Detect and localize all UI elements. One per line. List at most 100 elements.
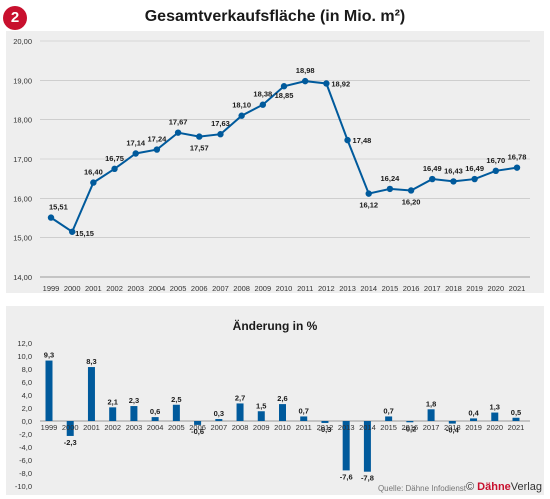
line-y-tick-label: 20,00 bbox=[13, 37, 32, 46]
line-data-label: 18,85 bbox=[275, 91, 294, 100]
line-data-label: 16,12 bbox=[359, 201, 378, 210]
line-data-label: 17,57 bbox=[190, 144, 209, 153]
line-y-tick-label: 18,00 bbox=[13, 116, 32, 125]
line-data-label: 16,78 bbox=[508, 153, 527, 162]
line-chart-panel bbox=[6, 31, 544, 293]
bar-category-label: 2013 bbox=[338, 423, 355, 432]
bar-data-label: 0,6 bbox=[150, 407, 160, 416]
line-data-point bbox=[323, 80, 330, 87]
line-data-label: 18,10 bbox=[232, 101, 251, 110]
bar-category-label: 2003 bbox=[126, 423, 143, 432]
bar-category-label: 2002 bbox=[104, 423, 121, 432]
bar-category-label: 2006 bbox=[189, 423, 206, 432]
line-y-tick-label: 19,00 bbox=[13, 76, 32, 85]
line-data-label: 16,75 bbox=[105, 154, 124, 163]
line-data-label: 18,98 bbox=[296, 66, 315, 75]
line-data-point bbox=[217, 131, 224, 138]
line-data-point bbox=[407, 187, 415, 194]
line-x-tick-label: 2017 bbox=[424, 284, 441, 293]
line-data-label: 17,63 bbox=[211, 119, 230, 128]
bar-data-label: 8,3 bbox=[86, 357, 96, 366]
line-data-label: 16,49 bbox=[465, 164, 484, 173]
bar-data-label: -0,6 bbox=[191, 427, 204, 436]
line-data-point bbox=[259, 101, 267, 108]
bar-data-label: 2,5 bbox=[171, 395, 181, 404]
line-data-label: 18,92 bbox=[331, 79, 350, 88]
line-data-label: 17,48 bbox=[353, 136, 372, 145]
line-x-tick-label: 2005 bbox=[170, 284, 187, 293]
line-x-tick-label: 2009 bbox=[254, 284, 271, 293]
line-data-point bbox=[492, 167, 500, 174]
line-x-tick-label: 2002 bbox=[106, 284, 123, 293]
line-data-label: 16,70 bbox=[486, 156, 505, 165]
line-data-point bbox=[132, 150, 139, 157]
publisher-name-rest: Verlag bbox=[510, 481, 542, 493]
source-note: Quelle: Dähne Infodienst bbox=[377, 484, 466, 493]
bar-y-tick-label: -8,0 bbox=[19, 469, 32, 478]
bar-mark bbox=[321, 421, 329, 423]
line-x-tick-label: 2014 bbox=[360, 284, 377, 293]
bar-y-tick-label: 6,0 bbox=[22, 378, 32, 387]
line-data-point bbox=[471, 175, 478, 183]
bar-category-label: 2008 bbox=[232, 423, 249, 432]
bar-data-label: 2,6 bbox=[277, 394, 287, 403]
bar-data-label: 1,8 bbox=[426, 399, 436, 408]
bar-y-tick-label: 0,0 bbox=[22, 417, 32, 426]
bar-chart-panel bbox=[6, 306, 544, 495]
bar-category-label: 2000 bbox=[62, 423, 79, 432]
bar-category-label: 2007 bbox=[210, 423, 227, 432]
line-data-label: 17,14 bbox=[126, 138, 146, 147]
line-data-label: 16,49 bbox=[423, 164, 442, 173]
bar-mark bbox=[470, 418, 478, 421]
bar-data-label: 0,7 bbox=[299, 406, 309, 415]
bar-data-label: 0,4 bbox=[468, 408, 479, 417]
bar-y-tick-label: 2,0 bbox=[22, 404, 32, 413]
line-x-tick-label: 2019 bbox=[466, 284, 483, 293]
line-data-point bbox=[365, 190, 372, 197]
bar-mark bbox=[87, 367, 95, 421]
bar-data-label: -0,4 bbox=[446, 426, 460, 435]
line-chart-title: Gesamtverkaufsfläche (in Mio. m²) bbox=[144, 8, 406, 25]
line-data-label: 16,20 bbox=[402, 197, 421, 206]
line-y-tick-label: 16,00 bbox=[13, 194, 32, 203]
bar-data-label: 2,3 bbox=[129, 396, 139, 405]
line-x-tick-label: 2015 bbox=[382, 284, 399, 293]
bar-y-tick-label: 4,0 bbox=[22, 391, 32, 400]
bar-mark bbox=[512, 417, 520, 421]
line-x-tick-label: 2020 bbox=[487, 284, 504, 293]
line-data-point bbox=[238, 112, 245, 119]
bar-data-label: 1,5 bbox=[256, 401, 266, 410]
bar-data-label: -7,8 bbox=[361, 474, 374, 483]
bar-mark bbox=[279, 404, 286, 421]
line-x-tick-label: 2008 bbox=[233, 284, 250, 293]
bar-y-tick-label: -2,0 bbox=[19, 430, 32, 439]
bar-mark bbox=[130, 406, 138, 421]
line-data-point bbox=[153, 146, 161, 153]
line-x-tick-label: 1999 bbox=[43, 284, 60, 293]
line-y-tick-label: 14,00 bbox=[13, 273, 32, 282]
bar-category-label: 2005 bbox=[168, 423, 185, 432]
bar-y-tick-label: -6,0 bbox=[19, 456, 32, 465]
line-data-point bbox=[301, 77, 309, 85]
line-x-tick-label: 2021 bbox=[509, 284, 526, 293]
line-x-tick-label: 2004 bbox=[149, 284, 166, 293]
line-x-tick-label: 2007 bbox=[212, 284, 229, 293]
bar-data-label: -0,2 bbox=[403, 424, 416, 433]
line-data-label: 17,24 bbox=[148, 135, 168, 144]
bar-category-label: 1999 bbox=[41, 423, 58, 432]
line-x-tick-label: 2001 bbox=[85, 284, 102, 293]
bar-mark bbox=[406, 421, 414, 423]
chart-number-badge: 2 bbox=[3, 6, 27, 30]
bar-data-label: 9,3 bbox=[44, 351, 54, 360]
bar-y-tick-label: -4,0 bbox=[19, 443, 32, 452]
bar-mark bbox=[342, 421, 350, 471]
line-x-tick-label: 2016 bbox=[403, 284, 420, 293]
line-data-label: 18,38 bbox=[253, 90, 272, 99]
bar-category-label: 2001 bbox=[83, 423, 100, 432]
bar-category-label: 2021 bbox=[508, 423, 525, 432]
bar-category-label: 2011 bbox=[296, 423, 312, 432]
line-data-point bbox=[174, 129, 182, 136]
bar-y-tick-label: 12,0 bbox=[17, 339, 32, 348]
bar-mark bbox=[45, 360, 53, 421]
